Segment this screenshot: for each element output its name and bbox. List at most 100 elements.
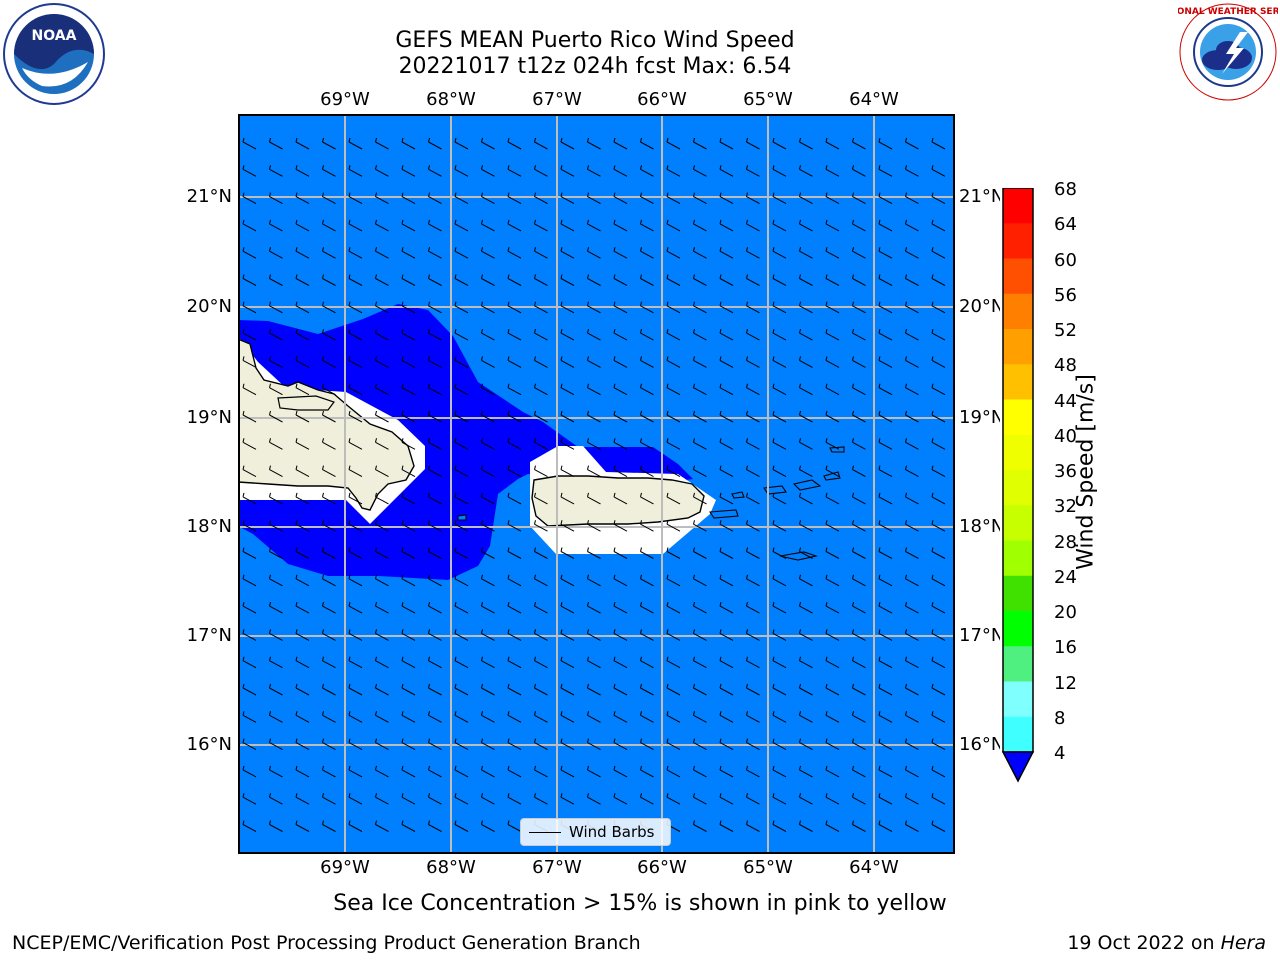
- wind-barb-tick: [693, 793, 695, 798]
- wind-barb-tick: [481, 601, 483, 607]
- wind-barb-tick: [825, 629, 828, 634]
- wind-barb-tick: [825, 520, 828, 525]
- wind-barb: [534, 578, 548, 587]
- wind-barb-tick: [242, 192, 245, 197]
- wind-barb-tick: [322, 629, 324, 634]
- wind-barb: [269, 141, 283, 150]
- wind-barb-tick: [666, 301, 669, 306]
- wind-barb-tick: [560, 410, 563, 416]
- wind-barb: [878, 714, 893, 723]
- wind-barb-tick: [534, 683, 536, 689]
- wind-barb: [931, 496, 946, 505]
- wind-barb: [587, 305, 601, 314]
- wind-barb: [772, 769, 787, 778]
- wind-barb-tick: [693, 765, 695, 771]
- wind-barb: [481, 305, 495, 314]
- wind-barb: [375, 632, 389, 641]
- wind-barb: [269, 714, 283, 723]
- wind-barb-tick: [719, 383, 722, 388]
- wind-barb: [772, 578, 787, 587]
- wind-barb-tick: [401, 820, 404, 825]
- wind-barb: [772, 714, 787, 723]
- wind-barb: [269, 578, 283, 587]
- wind-barb-tick: [401, 219, 404, 225]
- wind-barb: [772, 359, 787, 368]
- wind-barb: [375, 278, 389, 286]
- wind-barb: [719, 714, 734, 723]
- wind-barb-tick: [428, 683, 430, 689]
- wind-barb: [799, 523, 813, 532]
- wind-barb-tick: [560, 274, 563, 279]
- wind-barb-tick: [640, 410, 642, 416]
- wind-barb-tick: [852, 438, 854, 443]
- wind-barb-tick: [825, 165, 828, 170]
- wind-barb: [613, 196, 628, 205]
- wind-barb-tick: [322, 247, 324, 252]
- wind-barb-tick: [295, 383, 298, 388]
- wind-barb-tick: [852, 738, 854, 743]
- wind-barb-tick: [746, 165, 748, 170]
- wind-barb: [693, 796, 707, 805]
- wind-barb-tick: [878, 820, 881, 825]
- wind-barb-tick: [322, 356, 324, 361]
- wind-barb: [931, 332, 946, 341]
- wind-barb-tick: [799, 165, 801, 170]
- wind-barb: [348, 496, 363, 505]
- wind-barb-tick: [454, 356, 457, 361]
- wind-barb: [295, 278, 310, 286]
- wind-barb-tick: [587, 547, 589, 552]
- wind-barb: [348, 141, 363, 150]
- wind-barb: [454, 551, 469, 559]
- wind-barb-tick: [905, 793, 907, 798]
- wind-barb-tick: [666, 247, 669, 252]
- wind-barb: [825, 551, 840, 559]
- wind-barb-tick: [534, 192, 536, 197]
- wind-barb: [772, 742, 787, 751]
- wind-barb-tick: [295, 274, 298, 279]
- wind-barb: [401, 824, 416, 832]
- wind-barb-tick: [905, 520, 907, 525]
- wind-barb-tick: [613, 438, 616, 443]
- wind-barb-tick: [375, 301, 377, 306]
- wind-barb: [375, 305, 389, 314]
- lat-tick-left-19n: 19°N: [186, 407, 232, 428]
- wind-barb: [640, 414, 654, 423]
- barb-legend-label: Wind Barbs: [569, 823, 655, 841]
- wind-barb-tick: [878, 793, 881, 798]
- wind-barb: [375, 714, 389, 723]
- wind-barb-tick: [640, 465, 642, 470]
- lon-tick-bottom-64w: 64°W: [849, 857, 899, 878]
- colorbar: [1000, 188, 1038, 784]
- wind-barb: [878, 305, 893, 314]
- wind-barb-tick: [931, 520, 934, 525]
- wind-barb-tick: [401, 137, 404, 143]
- wind-barb-tick: [428, 192, 430, 197]
- wind-barb: [905, 332, 919, 341]
- wind-barb: [666, 141, 681, 150]
- wind-barb: [375, 551, 389, 559]
- wind-barb: [269, 332, 283, 341]
- wind-barb: [931, 223, 946, 232]
- wind-barb-tick: [719, 711, 722, 716]
- wind-barb: [852, 223, 866, 232]
- wind-barb: [799, 196, 813, 205]
- wind-barb: [746, 496, 760, 505]
- wind-barb: [719, 196, 734, 205]
- wind-barb: [613, 742, 628, 751]
- wind-barb: [799, 332, 813, 341]
- wind-barb-tick: [613, 492, 616, 498]
- wind-barb-tick: [322, 192, 324, 197]
- wind-barb-tick: [931, 219, 934, 225]
- wind-barb-tick: [878, 383, 881, 388]
- wind-barb: [666, 441, 681, 450]
- wind-barb-tick: [348, 328, 351, 334]
- wind-barb-tick: [428, 410, 430, 416]
- wind-barb-tick: [693, 356, 695, 361]
- wind-barb-tick: [242, 793, 245, 798]
- wind-barb: [322, 605, 336, 614]
- wind-barb: [825, 278, 840, 286]
- wind-barb-tick: [905, 492, 907, 498]
- wind-barb: [878, 196, 893, 205]
- wind-barb: [348, 223, 363, 232]
- wind-barb: [666, 223, 681, 232]
